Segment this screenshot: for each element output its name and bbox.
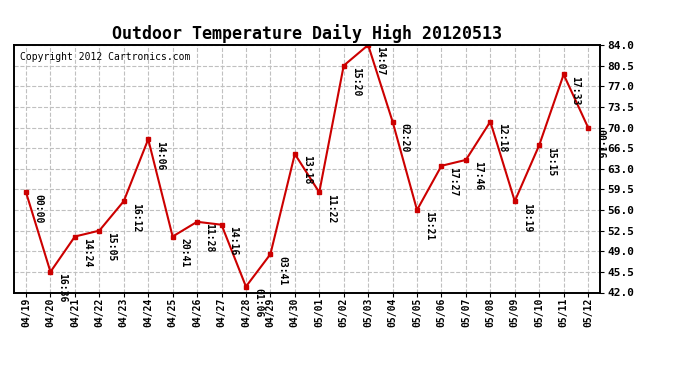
Text: 16:36: 16:36 (57, 273, 68, 303)
Title: Outdoor Temperature Daily High 20120513: Outdoor Temperature Daily High 20120513 (112, 24, 502, 44)
Text: 12:18: 12:18 (497, 123, 507, 152)
Text: 15:21: 15:21 (424, 211, 434, 241)
Text: 01:06: 01:06 (253, 288, 263, 317)
Text: 17:33: 17:33 (571, 76, 580, 105)
Text: Copyright 2012 Cartronics.com: Copyright 2012 Cartronics.com (19, 53, 190, 62)
Text: 14:16: 14:16 (228, 226, 239, 255)
Text: 14:07: 14:07 (375, 46, 385, 76)
Text: 00:00: 00:00 (33, 194, 43, 223)
Text: 00:16: 00:16 (595, 129, 605, 158)
Text: 14:24: 14:24 (82, 238, 92, 267)
Text: 15:05: 15:05 (106, 232, 117, 261)
Text: 14:06: 14:06 (155, 141, 165, 170)
Text: 17:46: 17:46 (473, 161, 483, 190)
Text: 20:41: 20:41 (179, 238, 190, 267)
Text: 11:28: 11:28 (204, 223, 214, 252)
Text: 02:20: 02:20 (400, 123, 410, 152)
Text: 16:12: 16:12 (130, 202, 141, 232)
Text: 13:18: 13:18 (302, 155, 312, 185)
Text: 15:15: 15:15 (546, 147, 556, 176)
Text: 17:27: 17:27 (448, 167, 458, 196)
Text: 18:19: 18:19 (522, 202, 532, 232)
Text: 11:22: 11:22 (326, 194, 336, 223)
Text: 03:41: 03:41 (277, 256, 287, 285)
Text: 15:20: 15:20 (351, 67, 361, 96)
